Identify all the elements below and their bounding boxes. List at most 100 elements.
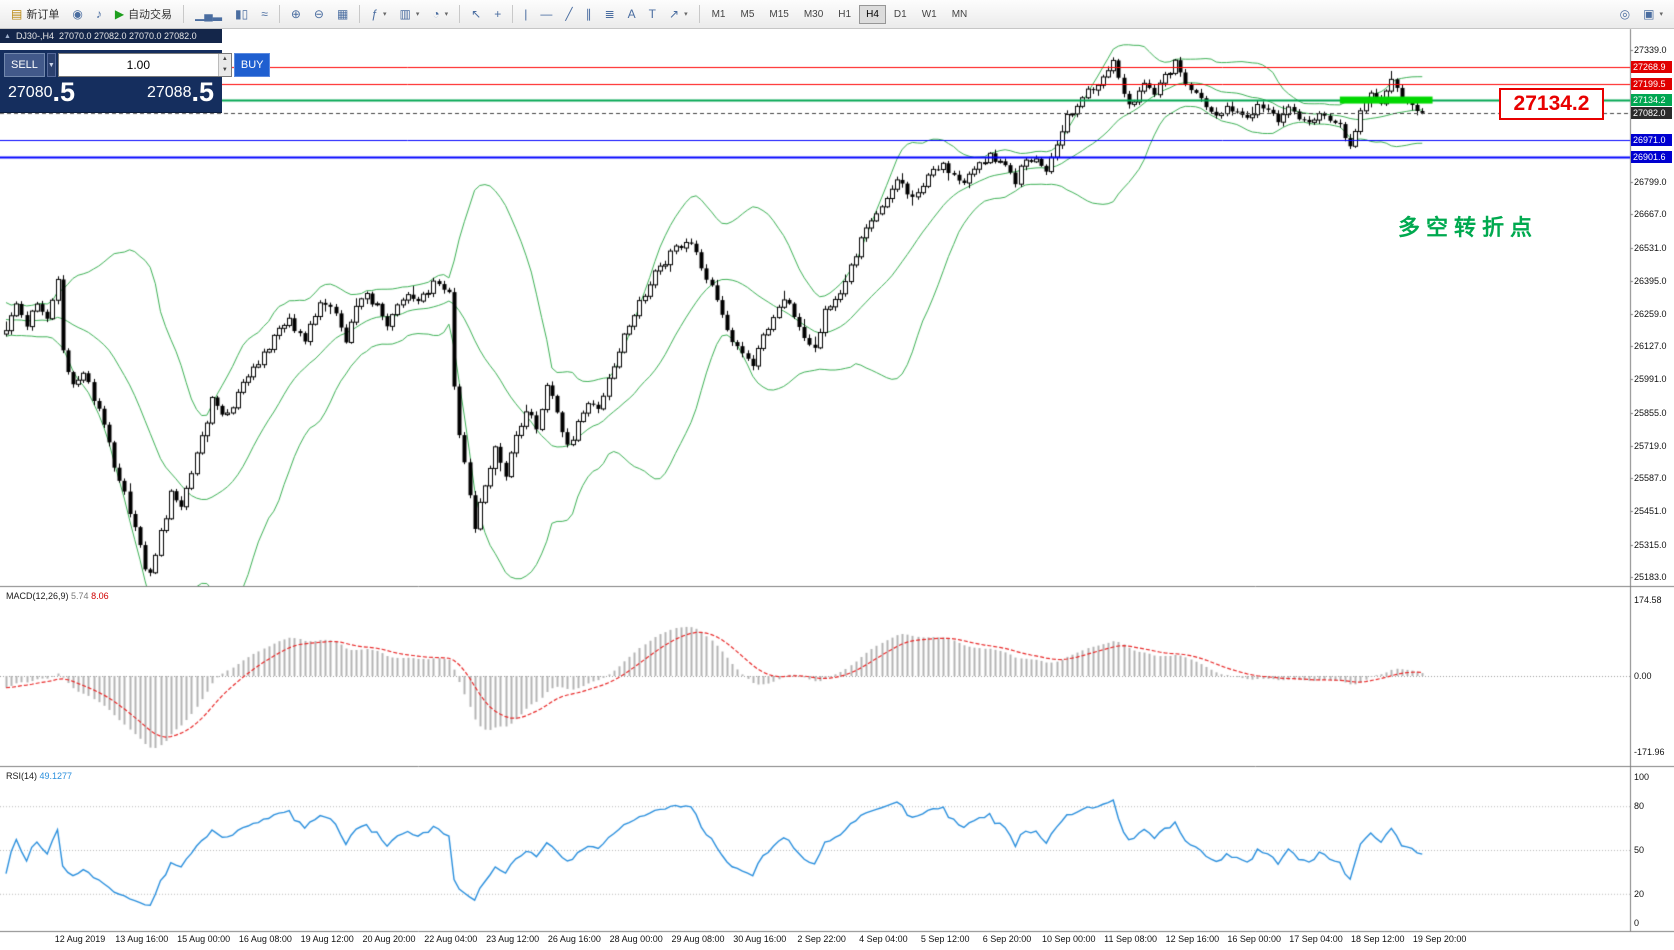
time-axis-label: 30 Aug 16:00	[733, 934, 787, 944]
text-button[interactable]: A	[622, 5, 642, 23]
new-order-button-label: 新订单	[26, 9, 60, 21]
new-chart-button[interactable]: ▣ ▾	[1637, 5, 1669, 23]
timeframe-w1-button[interactable]: W1	[915, 5, 944, 24]
price-axis-label: 25855.0	[1634, 407, 1667, 418]
chart-symbol-label: DJ30-,H4	[15, 31, 54, 41]
crosshair-button[interactable]: +	[488, 5, 507, 23]
indicators-button[interactable]: ƒ ▾	[365, 5, 392, 23]
templates-button[interactable]: ◔ ▾	[426, 5, 454, 23]
time-axis-label: 29 Aug 08:00	[671, 934, 725, 944]
bar-chart-icon: ▁▄▂	[195, 7, 223, 21]
arrows-icon: ↗	[669, 7, 680, 21]
time-axis-label: 23 Aug 12:00	[486, 934, 540, 944]
volume-box: ▲ ▼	[57, 53, 232, 77]
candlestick-chart-button[interactable]: ▮▯	[229, 5, 254, 23]
line-chart-button[interactable]: ≈	[255, 5, 274, 23]
zoom-out-button[interactable]: ⊖	[308, 5, 330, 23]
channel-button[interactable]: ∥	[580, 5, 598, 23]
zoom-in-icon: ⊕	[290, 7, 301, 21]
rsi-axis-label: 20	[1634, 888, 1645, 899]
fibonacci-button[interactable]: ≣	[599, 5, 621, 23]
dropdown-arrow-icon: ▾	[1659, 11, 1663, 18]
price-axis-label: 26395.0	[1634, 275, 1667, 286]
sound-icon: ♪	[95, 7, 102, 21]
zoom-in-button[interactable]: ⊕	[285, 5, 307, 23]
price-axis-label: 27339.0	[1634, 45, 1667, 55]
trendline-button[interactable]: ╱	[559, 5, 578, 23]
volume-stepper: ▲ ▼	[217, 54, 231, 76]
price-level-badge: 26971.0	[1631, 133, 1672, 146]
auto-trading-button-label: 自动交易	[128, 9, 173, 21]
time-axis-label: 4 Sep 04:00	[859, 934, 908, 944]
time-axis-label: 5 Sep 12:00	[920, 934, 970, 944]
toolbar-separator	[698, 5, 700, 23]
time-axis-label: 22 Aug 04:00	[424, 934, 478, 944]
cursor-button[interactable]: ↖	[465, 5, 487, 23]
dropdown-arrow-icon: ▾	[684, 11, 688, 18]
volume-increase-button[interactable]: ▲	[218, 54, 231, 65]
timeframe-m5-button[interactable]: M5	[733, 5, 761, 24]
sound-button[interactable]: ♪	[90, 5, 108, 23]
timeframe-h4-button[interactable]: H4	[859, 4, 886, 24]
profile-button[interactable]: ◉	[66, 5, 88, 23]
time-axis-label: 10 Sep 00:00	[1042, 934, 1096, 944]
timeframe-d1-button[interactable]: D1	[887, 5, 914, 24]
tile-windows-button[interactable]: ▦	[331, 5, 354, 23]
channel-icon: ∥	[585, 7, 592, 21]
time-axis-label: 17 Sep 04:00	[1289, 934, 1343, 944]
timeframe-m30-button[interactable]: M30	[797, 5, 830, 24]
price-callout-object[interactable]: 27134.2	[1499, 88, 1604, 120]
time-axis-label: 19 Aug 12:00	[300, 934, 354, 944]
time-axis-label: 16 Aug 08:00	[238, 934, 292, 944]
time-axis-label: 11 Sep 08:00	[1104, 934, 1158, 944]
tile-windows-icon: ▦	[336, 7, 349, 21]
fibonacci-icon: ≣	[604, 7, 615, 21]
time-axis-label: 28 Aug 00:00	[609, 934, 663, 944]
horizontal-line-button[interactable]: —	[534, 5, 558, 23]
rsi-axis-label: 50	[1634, 845, 1645, 855]
candlestick-chart-icon: ▮▯	[235, 7, 249, 21]
arrows-button[interactable]: ↗ ▾	[663, 5, 694, 23]
volume-decrease-button[interactable]: ▼	[218, 65, 231, 76]
macd-axis-label: 0.00	[1634, 671, 1652, 681]
bar-chart-button[interactable]: ▁▄▂	[189, 5, 228, 23]
new-order-icon: ▤	[11, 7, 23, 21]
search-button[interactable]: ◎	[1614, 5, 1636, 23]
time-axis-label: 6 Sep 20:00	[982, 934, 1032, 944]
macd-axis-label: 174.58	[1634, 595, 1662, 605]
text-label-button[interactable]: T	[643, 5, 662, 23]
dropdown-arrow-icon: ▾	[383, 11, 387, 18]
vertical-line-button[interactable]: |	[518, 5, 533, 23]
time-axis-label: 13 Aug 16:00	[115, 934, 169, 944]
price-axis-label: 26127.0	[1634, 341, 1667, 352]
profile-icon: ◉	[72, 7, 83, 21]
order-options-button[interactable]: ▼	[46, 53, 56, 77]
timeframe-h1-button[interactable]: H1	[831, 5, 858, 24]
turning-point-annotation[interactable]: 多空转折点	[1398, 215, 1539, 240]
rsi-axis-label: 100	[1634, 772, 1650, 782]
timeframe-m1-button[interactable]: M1	[705, 5, 733, 24]
time-axis-label: 19 Sep 20:00	[1412, 934, 1467, 944]
auto-trading-button[interactable]: ▶ 自动交易	[109, 3, 178, 25]
price-axis-label: 25587.0	[1634, 473, 1667, 484]
trendline-icon: ╱	[565, 7, 573, 21]
timeframe-mn-button[interactable]: MN	[945, 5, 975, 24]
buy-button[interactable]: BUY	[233, 53, 271, 77]
rsi-label: RSI(14) 49.1277	[6, 771, 73, 781]
volume-input[interactable]	[58, 54, 218, 76]
timeframe-m15-button[interactable]: M15	[762, 5, 795, 24]
new-order-button[interactable]: ▤ 新订单	[5, 3, 65, 25]
price-axis-label: 26531.0	[1634, 242, 1667, 253]
line-chart-icon: ≈	[261, 7, 268, 21]
price-level-badge: 27134.2	[1631, 94, 1672, 107]
periods-button[interactable]: ▥ ▾	[394, 5, 426, 23]
vertical-line-icon: |	[524, 7, 528, 21]
price-axis-label: 25991.0	[1634, 374, 1667, 385]
toolbar-separator	[183, 5, 185, 23]
auto-trading-icon: ▶	[114, 7, 125, 21]
price-axis-label: 25183.0	[1634, 572, 1667, 582]
new-chart-icon: ▣	[1643, 7, 1655, 21]
sell-button[interactable]: SELL	[4, 53, 45, 77]
rsi-axis-label: 0	[1634, 918, 1640, 928]
